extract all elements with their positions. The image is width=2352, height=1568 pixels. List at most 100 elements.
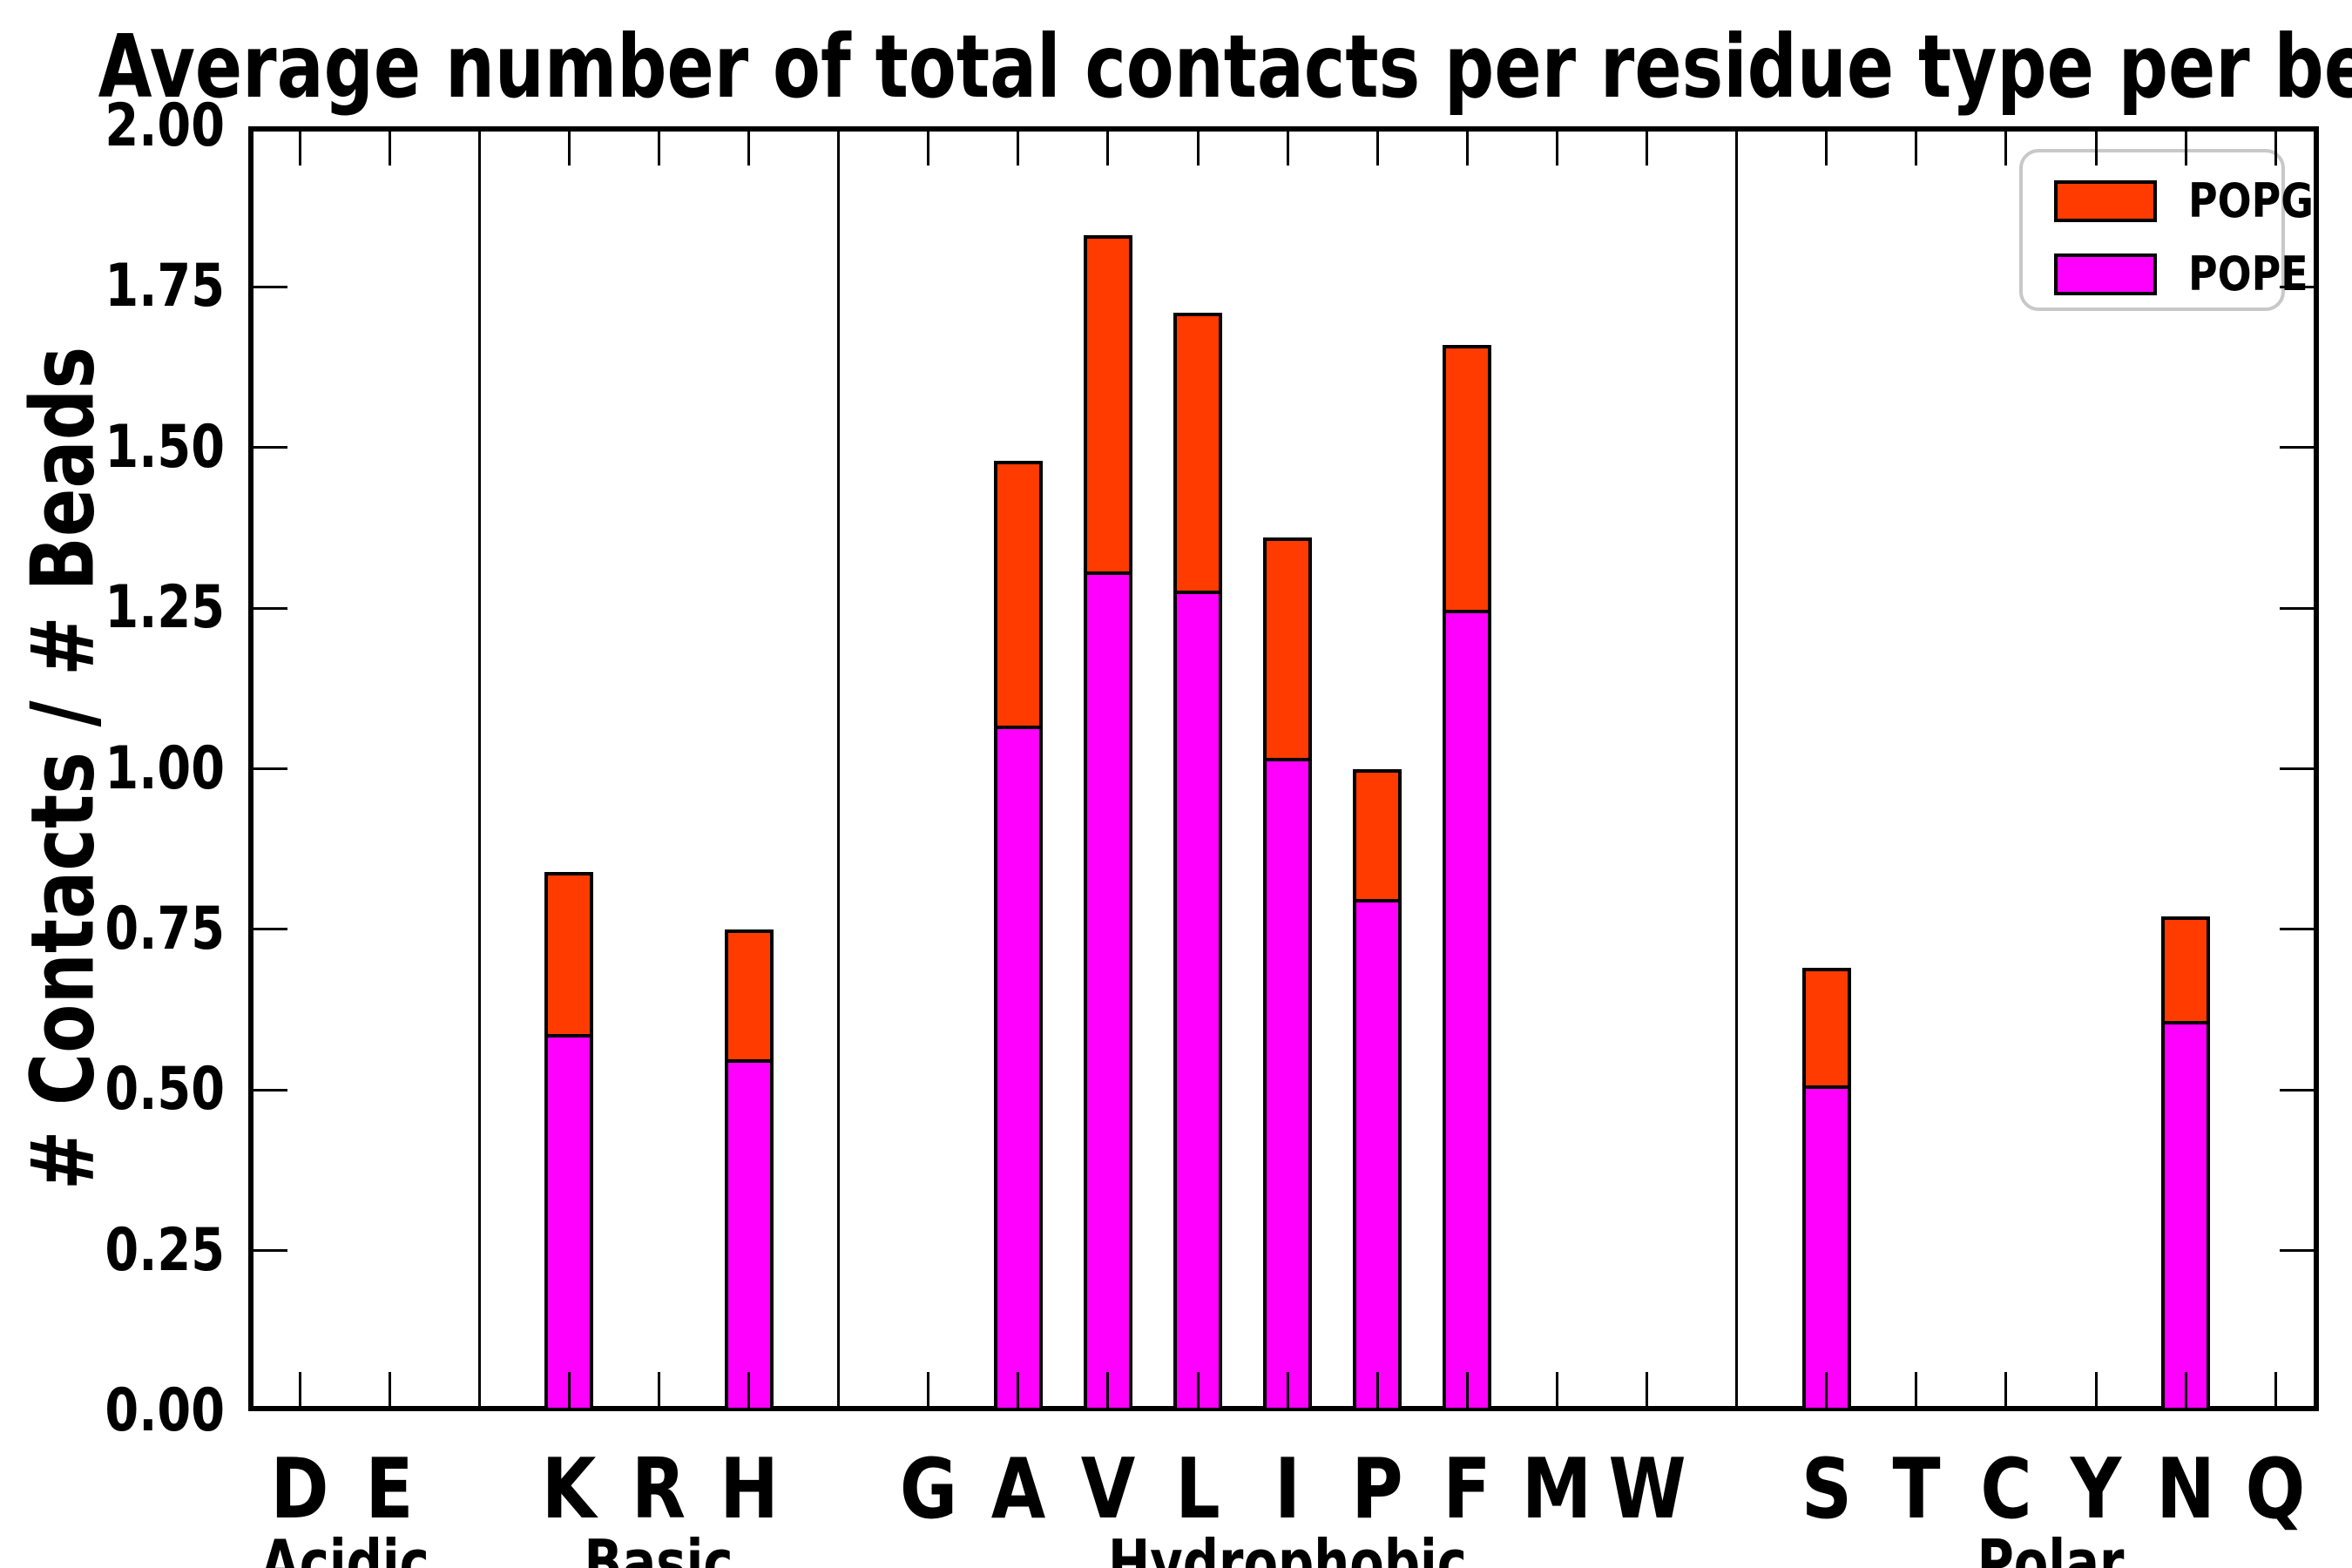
bar-A-pope-segment bbox=[997, 725, 1039, 1408]
bar-V-pope-segment bbox=[1086, 571, 1129, 1408]
bar-L-pope-segment bbox=[1177, 591, 1219, 1408]
x-tick-bottom-P bbox=[1375, 1372, 1379, 1411]
bar-N bbox=[2161, 916, 2211, 1411]
group-label-basic: Basic bbox=[584, 1526, 733, 1568]
bar-A bbox=[993, 460, 1043, 1411]
bar-P-pope-segment bbox=[1356, 899, 1399, 1408]
x-tick-label-D: D bbox=[270, 1442, 329, 1538]
x-tick-label-W: W bbox=[1607, 1442, 1686, 1538]
y-tick-right-0.25 bbox=[2280, 1249, 2319, 1253]
x-tick-bottom-Q bbox=[2274, 1372, 2277, 1411]
x-tick-top-E bbox=[388, 126, 391, 166]
x-tick-top-G bbox=[927, 126, 930, 166]
x-tick-label-I: I bbox=[1274, 1442, 1301, 1538]
y-tick-label-0.25: 0.25 bbox=[105, 1215, 226, 1285]
x-tick-top-V bbox=[1106, 126, 1110, 166]
x-tick-top-P bbox=[1375, 126, 1379, 166]
x-tick-top-A bbox=[1017, 126, 1020, 166]
bar-P bbox=[1353, 768, 1402, 1411]
chart-title: Average number of total contacts per res… bbox=[98, 16, 2352, 118]
x-tick-label-H: H bbox=[719, 1442, 779, 1538]
x-tick-top-R bbox=[657, 126, 660, 166]
group-separator bbox=[1735, 126, 1739, 1411]
y-tick-right-1 bbox=[2280, 767, 2319, 770]
y-tick-left-0.25 bbox=[248, 1249, 287, 1253]
x-tick-bottom-D bbox=[298, 1372, 301, 1411]
x-tick-bottom-H bbox=[747, 1372, 750, 1411]
x-tick-bottom-T bbox=[1915, 1372, 1918, 1411]
x-tick-bottom-K bbox=[567, 1372, 571, 1411]
x-tick-bottom-I bbox=[1286, 1372, 1289, 1411]
bar-S-pope-segment bbox=[1805, 1085, 1848, 1408]
y-tick-right-1.5 bbox=[2280, 446, 2319, 449]
x-tick-top-F bbox=[1465, 126, 1469, 166]
x-tick-label-E: E bbox=[365, 1442, 414, 1538]
x-tick-label-R: R bbox=[632, 1442, 686, 1538]
y-tick-label-1.75: 1.75 bbox=[105, 252, 226, 321]
bar-N-pope-segment bbox=[2165, 1021, 2207, 1408]
x-tick-label-C: C bbox=[1980, 1442, 2032, 1538]
y-tick-label-0.75: 0.75 bbox=[105, 894, 226, 963]
x-tick-label-Q: Q bbox=[2245, 1442, 2306, 1538]
x-tick-bottom-R bbox=[657, 1372, 660, 1411]
x-tick-top-I bbox=[1286, 126, 1289, 166]
x-tick-top-N bbox=[2184, 126, 2187, 166]
legend: POPG POPE bbox=[2019, 149, 2314, 311]
x-tick-top-T bbox=[1915, 126, 1918, 166]
bar-I-pope-segment bbox=[1267, 757, 1309, 1408]
bar-K bbox=[544, 871, 594, 1411]
x-tick-top-M bbox=[1555, 126, 1558, 166]
x-tick-bottom-C bbox=[2004, 1372, 2008, 1411]
bar-F bbox=[1443, 344, 1492, 1411]
x-tick-bottom-V bbox=[1106, 1372, 1110, 1411]
y-tick-right-0.5 bbox=[2280, 1088, 2319, 1092]
bar-H bbox=[724, 929, 774, 1411]
x-tick-label-P: P bbox=[1351, 1442, 1403, 1538]
legend-swatch-pope bbox=[2054, 253, 2157, 295]
x-tick-bottom-E bbox=[388, 1372, 391, 1411]
x-tick-top-C bbox=[2004, 126, 2008, 166]
x-tick-top-Q bbox=[2274, 126, 2277, 166]
y-tick-left-0.75 bbox=[248, 928, 287, 931]
x-tick-top-H bbox=[747, 126, 750, 166]
x-tick-label-F: F bbox=[1443, 1442, 1491, 1538]
x-tick-bottom-Y bbox=[2094, 1372, 2098, 1411]
x-tick-label-G: G bbox=[899, 1442, 957, 1538]
y-tick-left-1.75 bbox=[248, 285, 287, 288]
y-tick-label-1.25: 1.25 bbox=[105, 573, 226, 643]
y-tick-left-1.5 bbox=[248, 446, 287, 449]
bar-K-pope-segment bbox=[548, 1033, 591, 1408]
legend-swatch-popg bbox=[2054, 180, 2157, 222]
y-tick-left-0.5 bbox=[248, 1088, 287, 1092]
x-tick-bottom-G bbox=[927, 1372, 930, 1411]
group-label-polar: Polar bbox=[1977, 1526, 2125, 1568]
x-tick-label-T: T bbox=[1892, 1442, 1941, 1538]
group-label-acidic: Acidic bbox=[260, 1526, 429, 1568]
y-tick-label-1.50: 1.50 bbox=[105, 412, 226, 482]
y-tick-left-1.25 bbox=[248, 606, 287, 610]
x-tick-label-S: S bbox=[1801, 1442, 1852, 1538]
x-tick-bottom-N bbox=[2184, 1372, 2187, 1411]
x-tick-top-S bbox=[1825, 126, 1828, 166]
x-tick-top-Y bbox=[2094, 126, 2098, 166]
x-tick-label-A: A bbox=[990, 1442, 1046, 1538]
y-tick-right-0.75 bbox=[2280, 928, 2319, 931]
y-tick-label-1.00: 1.00 bbox=[105, 733, 226, 803]
x-tick-bottom-W bbox=[1646, 1372, 1648, 1411]
x-tick-label-Y: Y bbox=[2070, 1442, 2122, 1538]
legend-row-popg: POPG bbox=[2023, 172, 2314, 233]
group-separator bbox=[477, 126, 481, 1411]
y-tick-label-0.50: 0.50 bbox=[105, 1055, 226, 1125]
group-label-hydrophobic: Hydrophobic bbox=[1108, 1526, 1468, 1568]
x-tick-label-N: N bbox=[2156, 1442, 2215, 1538]
x-tick-top-W bbox=[1646, 126, 1648, 166]
y-tick-right-1.75 bbox=[2280, 285, 2319, 288]
y-tick-left-1 bbox=[248, 767, 287, 770]
bar-H-pope-segment bbox=[727, 1059, 770, 1408]
x-tick-label-L: L bbox=[1175, 1442, 1220, 1538]
legend-label-pope: POPE bbox=[2188, 247, 2308, 301]
y-tick-label-2.00: 2.00 bbox=[105, 91, 226, 160]
x-tick-bottom-F bbox=[1465, 1372, 1469, 1411]
x-tick-top-K bbox=[567, 126, 571, 166]
